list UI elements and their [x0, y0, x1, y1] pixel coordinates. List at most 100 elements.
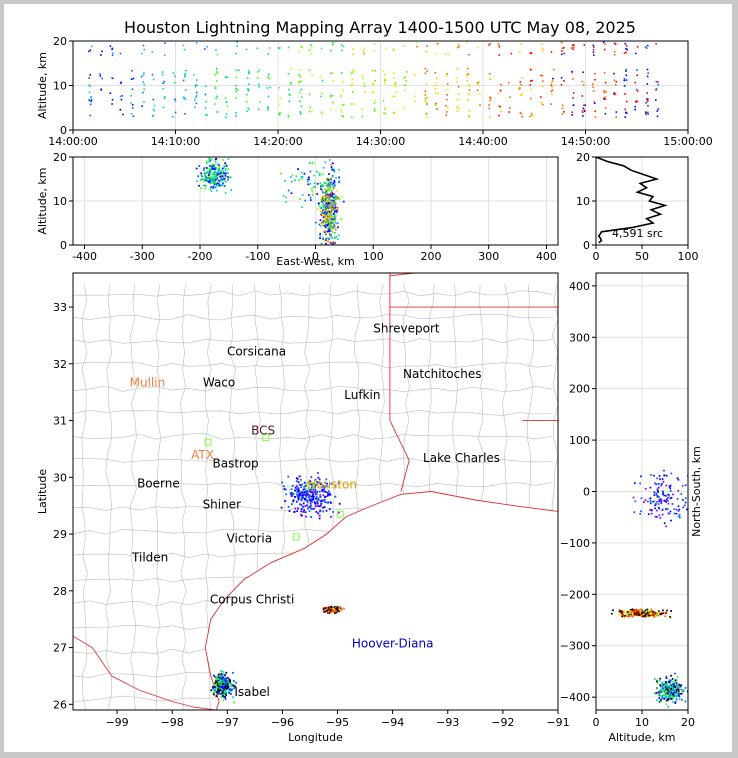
city-label: Victoria	[227, 532, 273, 546]
ns-source-point	[654, 611, 657, 614]
ew-source-point	[213, 171, 216, 174]
time-source-point	[405, 71, 408, 73]
ew-source-point	[333, 170, 336, 173]
ns-source-point	[665, 691, 667, 693]
map-source-point	[305, 515, 307, 518]
ew-source-point	[320, 185, 322, 188]
ns-source-point	[658, 610, 660, 613]
ns-source-point	[674, 672, 676, 675]
ns-source-point	[672, 687, 674, 690]
ns-source-point	[665, 675, 668, 678]
ns-source-point	[676, 477, 679, 479]
ns-source-point	[647, 513, 650, 516]
ew-source-point	[324, 194, 327, 197]
map-source-point	[302, 488, 305, 491]
time-source-point	[100, 54, 102, 56]
ns-source-point	[662, 490, 664, 493]
ew-source-point	[329, 211, 331, 213]
ew-source-point	[334, 221, 337, 224]
lma-station-marker	[306, 482, 314, 490]
ew-source-point	[329, 183, 332, 185]
ew-source-point	[301, 175, 304, 178]
time-source-point	[352, 91, 354, 93]
map-source-point	[325, 478, 328, 481]
time-source-point	[225, 113, 228, 115]
time-source-point	[521, 93, 523, 95]
ew-source-point	[322, 222, 325, 224]
time-source-point	[604, 43, 606, 45]
ew-source-point	[284, 180, 286, 182]
ew-source-point	[309, 182, 312, 185]
ew-source-point	[325, 214, 328, 216]
ew-source-point	[214, 175, 216, 178]
ew-source-point	[321, 173, 324, 176]
map-source-point	[303, 497, 306, 500]
ew-source-point	[331, 204, 333, 207]
time-source-point	[572, 92, 575, 94]
map-source-point	[225, 694, 227, 696]
time-source-point	[383, 107, 386, 110]
y-tick-label: 20	[576, 151, 590, 164]
ns-source-point	[664, 681, 667, 683]
ew-source-point	[203, 169, 205, 171]
time-source-point	[206, 114, 208, 117]
ns-source-point	[667, 499, 669, 502]
time-source-point	[403, 89, 406, 91]
ew-source-point	[336, 207, 339, 209]
map-source-point	[216, 687, 219, 690]
time-source-point	[130, 113, 133, 115]
time-source-point	[647, 72, 649, 74]
map-source-point	[223, 683, 226, 686]
ns-source-point	[662, 688, 664, 691]
map-source-point	[323, 506, 326, 509]
ns-source-point	[651, 614, 654, 617]
time-source-point	[581, 95, 584, 97]
map-source-point	[221, 692, 223, 695]
ew-source-point	[325, 200, 328, 202]
ew-source-point	[322, 223, 325, 226]
ew-source-point	[324, 211, 326, 214]
ew-source-point	[333, 185, 336, 187]
ew-source-point	[213, 173, 215, 175]
ns-source-point	[667, 694, 670, 697]
time-source-point	[646, 98, 649, 100]
ns-source-point	[669, 696, 672, 699]
time-source-point	[300, 88, 302, 91]
map-source-point	[233, 701, 236, 704]
map-source-point	[337, 511, 340, 514]
ns-source-point	[664, 687, 666, 689]
map-source-point	[326, 609, 328, 612]
time-source-point	[278, 103, 281, 106]
ns-source-point	[655, 483, 658, 486]
ew-source-point	[327, 227, 330, 230]
time-source-point	[560, 84, 563, 86]
y-tick-label: 200	[569, 383, 590, 396]
time-source-point	[582, 107, 585, 110]
map-source-point	[300, 496, 303, 499]
ew-source-point	[323, 212, 325, 215]
ns-source-point	[645, 611, 647, 614]
time-source-point	[143, 101, 145, 103]
time-source-point	[89, 103, 92, 106]
time-source-point	[299, 111, 301, 113]
map-source-point	[297, 481, 300, 484]
x-tick-label: 0	[593, 250, 600, 263]
ew-source-point	[225, 163, 227, 166]
map-source-point	[215, 675, 218, 678]
map-source-point	[324, 501, 326, 503]
ew-source-point	[320, 188, 322, 190]
ew-source-point	[332, 201, 334, 203]
ns-source-point	[656, 699, 658, 701]
ns-source-point	[665, 501, 668, 503]
map-source-point	[312, 495, 315, 498]
time-source-point	[130, 102, 132, 104]
ns-source-point	[657, 506, 660, 509]
map-source-point	[215, 695, 218, 697]
ns-source-point	[675, 684, 678, 687]
map-source-point	[220, 682, 223, 684]
ns-source-point	[664, 612, 666, 614]
time-source-point	[161, 71, 164, 73]
map-source-point	[298, 475, 301, 478]
x-tick-label: −92	[491, 716, 514, 729]
map-source-point	[218, 676, 221, 679]
